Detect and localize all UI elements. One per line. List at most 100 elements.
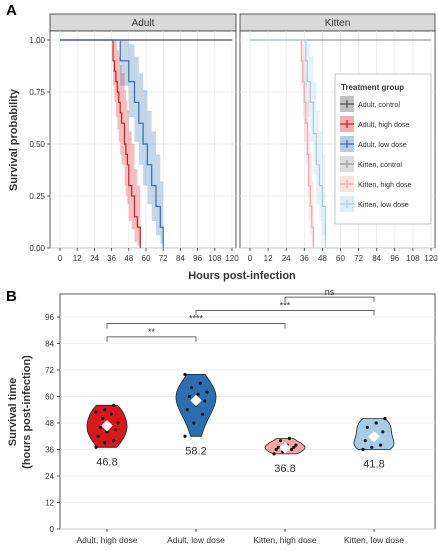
data-point <box>203 399 207 403</box>
data-point <box>279 439 283 443</box>
legend-title: Treatment group <box>341 83 404 92</box>
median-diamond <box>279 442 291 454</box>
data-point <box>192 421 196 425</box>
y-axis-label-b-line2: (hours post-infection) <box>21 355 33 469</box>
x-tick-label: 24 <box>282 254 291 263</box>
data-point <box>205 390 209 394</box>
km-ci-band <box>60 40 164 248</box>
data-point <box>374 421 378 425</box>
median-label: 46.8 <box>96 456 117 468</box>
facet-title-adult: Adult <box>132 18 155 29</box>
median-diamond <box>368 430 380 443</box>
significance-bracket <box>195 310 375 316</box>
y-tick-label: 84 <box>45 340 54 349</box>
x-tick-label: 96 <box>193 254 202 263</box>
km-series-adult-high-dose <box>60 39 141 248</box>
x-tick-label: 48 <box>124 254 133 263</box>
data-point <box>363 439 367 443</box>
panel-a-letter: A <box>6 2 17 19</box>
km-step-line <box>250 39 314 248</box>
data-point <box>98 425 102 430</box>
significance-label: **** <box>189 314 204 324</box>
median-label: 36.8 <box>274 463 295 475</box>
km-series-adult-low-dose <box>60 39 164 248</box>
y-tick-label: 96 <box>45 313 54 322</box>
bracket-line <box>195 310 375 316</box>
x-tick-label: Adult, low dose <box>167 535 225 545</box>
data-point <box>274 447 278 452</box>
median-label: 41.8 <box>363 459 384 471</box>
data-point <box>196 392 200 396</box>
km-step-line <box>60 39 141 248</box>
legend-label: Adult, low dose <box>358 140 407 149</box>
x-tick-label: Adult, high dose <box>77 535 138 545</box>
y-tick-label: 12 <box>45 499 54 508</box>
data-point <box>183 434 187 438</box>
x-tick-label: 60 <box>142 254 151 263</box>
bracket-line <box>284 296 375 303</box>
significance-bracket <box>106 323 286 329</box>
violin-kitten-high-dose <box>264 436 306 456</box>
data-point <box>379 443 383 447</box>
x-tick-label: 0 <box>248 254 253 263</box>
x-tick-label: 120 <box>424 254 438 263</box>
data-point <box>112 403 116 407</box>
data-point <box>96 434 100 438</box>
data-point <box>361 447 365 452</box>
x-tick-label: 96 <box>390 254 399 263</box>
median-diamond <box>101 419 113 432</box>
y-tick-label: 0.50 <box>29 140 45 149</box>
x-tick-label: 84 <box>176 254 185 263</box>
km-step-line <box>250 39 326 248</box>
data-point <box>276 445 280 449</box>
legend-box <box>334 73 432 225</box>
data-point <box>294 443 298 447</box>
legend-label: Kitten, low dose <box>358 200 409 209</box>
x-tick-label: 48 <box>318 254 327 263</box>
data-point <box>109 412 113 416</box>
y-tick-label: 60 <box>45 393 54 402</box>
x-tick-label: 12 <box>264 254 273 263</box>
violin-adult-low-dose <box>175 372 217 438</box>
data-point <box>105 430 109 434</box>
y-tick-label: 0 <box>50 525 55 534</box>
bracket-line <box>106 323 286 329</box>
significance-bracket <box>106 336 197 342</box>
y-tick-label: 1.00 <box>29 36 45 45</box>
y-tick-label: 24 <box>45 472 54 481</box>
significance-label: ns <box>325 287 335 297</box>
y-tick-label: 72 <box>45 366 54 375</box>
legend-label: Kitten, control <box>358 160 402 169</box>
x-tick-label: 72 <box>354 254 363 263</box>
legend-label: Kitten, high dose <box>358 180 412 189</box>
data-point <box>290 447 294 452</box>
y-tick-label: 36 <box>45 446 54 455</box>
x-tick-label: Kitten, low dose <box>344 535 404 545</box>
violin-adult-high-dose <box>86 403 128 449</box>
data-point <box>383 416 387 421</box>
data-point <box>94 410 98 414</box>
x-tick-label: Kitten, high dose <box>253 535 317 545</box>
km-series-kitten-high-dose <box>250 39 314 248</box>
data-point <box>94 445 98 449</box>
x-tick-label: 36 <box>300 254 309 263</box>
significance-bracket <box>284 296 375 303</box>
legend <box>334 73 432 225</box>
data-point <box>190 386 194 390</box>
x-tick-label: 60 <box>336 254 345 263</box>
x-tick-label: 0 <box>58 254 63 263</box>
data-point <box>101 416 105 421</box>
y-tick-label: 48 <box>45 419 54 428</box>
data-point <box>272 452 276 456</box>
legend-label: Adult, high dose <box>358 120 410 129</box>
data-point <box>185 408 189 412</box>
x-tick-label: 72 <box>159 254 168 263</box>
median-label: 58.2 <box>185 445 206 457</box>
data-point <box>187 394 191 399</box>
data-point <box>114 428 118 432</box>
x-tick-label: 84 <box>372 254 381 263</box>
x-tick-label: 24 <box>90 254 99 263</box>
data-point <box>198 381 202 385</box>
x-tick-label: 108 <box>406 254 420 263</box>
data-point <box>183 372 187 377</box>
